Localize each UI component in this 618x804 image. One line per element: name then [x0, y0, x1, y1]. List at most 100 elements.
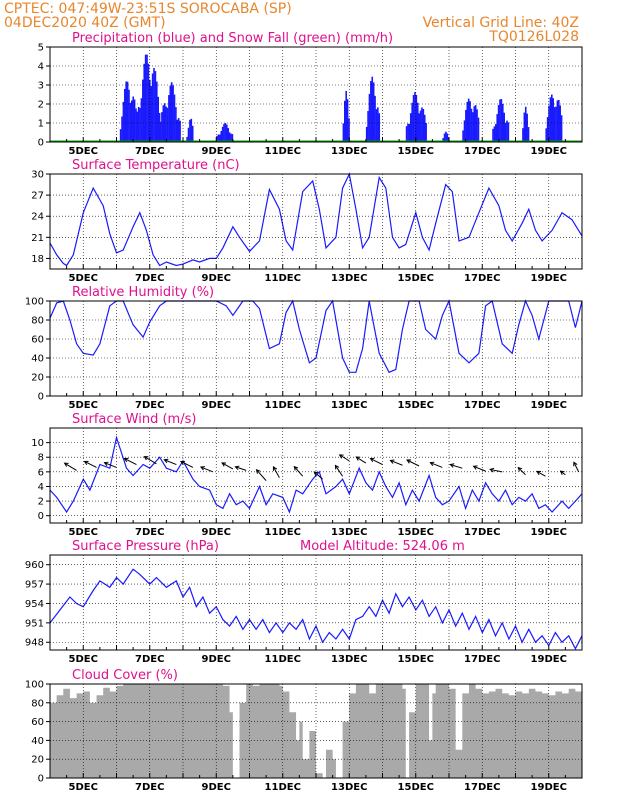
precip-bar [161, 112, 163, 142]
precip-bar [128, 89, 130, 142]
x-tick-label: 19DEC [531, 782, 567, 793]
precip-bar [176, 119, 179, 142]
wind-arrow [256, 469, 267, 481]
x-tick-label: 5DEC [69, 527, 98, 538]
precip-bar [146, 54, 148, 142]
wind-arrow-head [369, 457, 375, 463]
header-run-time: 04DEC2020 40Z (GMT) [4, 15, 166, 31]
precip-bar [129, 102, 132, 142]
y-tick-label: 8 [38, 453, 44, 464]
wind-arrow-head [517, 466, 523, 472]
wind-arrow-head [234, 465, 240, 471]
precip-bar [523, 112, 526, 142]
y-tick-label: 948 [25, 638, 44, 649]
y-tick-label: 4 [38, 62, 44, 73]
precip-bar [419, 110, 422, 142]
wind-arrow-head [143, 456, 149, 461]
x-tick-label: 9DEC [202, 146, 231, 157]
y-tick-label: 60 [31, 335, 44, 346]
wind-arrow-head [180, 460, 185, 466]
precip-bar [551, 94, 553, 142]
panel-subtitle: Model Altitude: 524.06 m [300, 539, 465, 554]
y-tick-label: 100 [25, 680, 44, 691]
precip-bar [157, 96, 159, 142]
y-tick-label: 960 [25, 560, 44, 571]
wind-arrow [334, 465, 344, 477]
wind-arrow [235, 466, 247, 471]
panel-5: Cloud Cover (%) 0 20 40 60 80 100 5DEC 7DEC 9DEC 1… [25, 668, 583, 793]
wind-arrow [84, 461, 97, 468]
panel-title: Surface Wind (m/s) [72, 412, 196, 427]
precip-bar [137, 106, 140, 142]
wind-arrows [63, 454, 580, 481]
wind-arrow-head [489, 467, 495, 473]
precip-bar [507, 122, 510, 142]
precip-bar [172, 85, 174, 142]
precip-bar [377, 107, 379, 142]
precip-bar [163, 103, 166, 142]
precip-bar [217, 134, 220, 142]
wind-arrow [164, 459, 177, 466]
y-tick-label: 100 [25, 297, 44, 308]
wind-arrow-head [406, 459, 412, 464]
grid [50, 174, 582, 269]
x-tick-label: 7DEC [135, 654, 164, 665]
x-tick-label: 5DEC [69, 146, 98, 157]
y-tick-label: 21 [31, 233, 44, 244]
precip-bar [499, 99, 501, 142]
precip-bar [130, 100, 133, 142]
wind-arrow-head [338, 454, 344, 459]
wind-arrow [356, 456, 367, 464]
x-tick-label: 17DEC [464, 146, 500, 157]
wind-arrow-head [573, 461, 578, 467]
x-tick-label: 5DEC [69, 782, 98, 793]
precip-bar [144, 54, 147, 142]
x-tick-label: 13DEC [331, 146, 367, 157]
wind-arrow [104, 462, 117, 468]
wind-arrow [370, 458, 383, 465]
x-tick-label: 19DEC [531, 527, 567, 538]
x-tick-label: 7DEC [135, 782, 164, 793]
y-tick-label: 80 [31, 698, 44, 709]
precip-bar [173, 94, 176, 142]
wind-arrow [64, 462, 77, 471]
precip-bar [553, 107, 556, 142]
y-tick-label: 0 [38, 511, 44, 522]
precip-bar [133, 99, 136, 142]
precip-bar [372, 82, 375, 142]
precip-bar [375, 109, 378, 142]
precip-bar [559, 105, 561, 142]
y-tick-label: 80 [31, 316, 44, 327]
precip-bar [186, 136, 188, 142]
precip-bar [125, 81, 128, 142]
wind-arrow [221, 462, 234, 470]
precip-bar [177, 118, 180, 142]
precip-bar [466, 101, 469, 142]
x-tick-label: 5DEC [69, 654, 98, 665]
wind-arrow [490, 468, 503, 473]
precip-bar [495, 124, 497, 142]
wind-arrow-head [103, 461, 109, 467]
y-tick-label: 30 [31, 170, 44, 181]
precip-bar [463, 120, 466, 142]
wind-arrow [200, 466, 214, 473]
precip-bar [124, 88, 126, 142]
panel-4: Surface Pressure (hPa) Model Altitude: 52… [25, 539, 583, 665]
x-tick-label: 7DEC [135, 527, 164, 538]
precip-bar [165, 106, 167, 142]
precip-bar [223, 123, 225, 142]
precip-bar [415, 94, 418, 142]
x-tick-label: 13DEC [331, 273, 367, 284]
header: CPTEC: 047:49W-23:51S SOROCABA (SP) 04DE… [4, 1, 579, 45]
y-tick-label: 2 [38, 497, 44, 508]
precip-bars [119, 54, 563, 143]
precip-bar [411, 102, 413, 142]
wind-arrow [313, 471, 323, 480]
wind-arrow [406, 459, 420, 467]
series-line-0 [49, 435, 583, 514]
precip-bar [412, 94, 415, 142]
precip-bar [378, 113, 381, 142]
precip-bar [502, 103, 504, 142]
precip-bar [220, 131, 223, 142]
